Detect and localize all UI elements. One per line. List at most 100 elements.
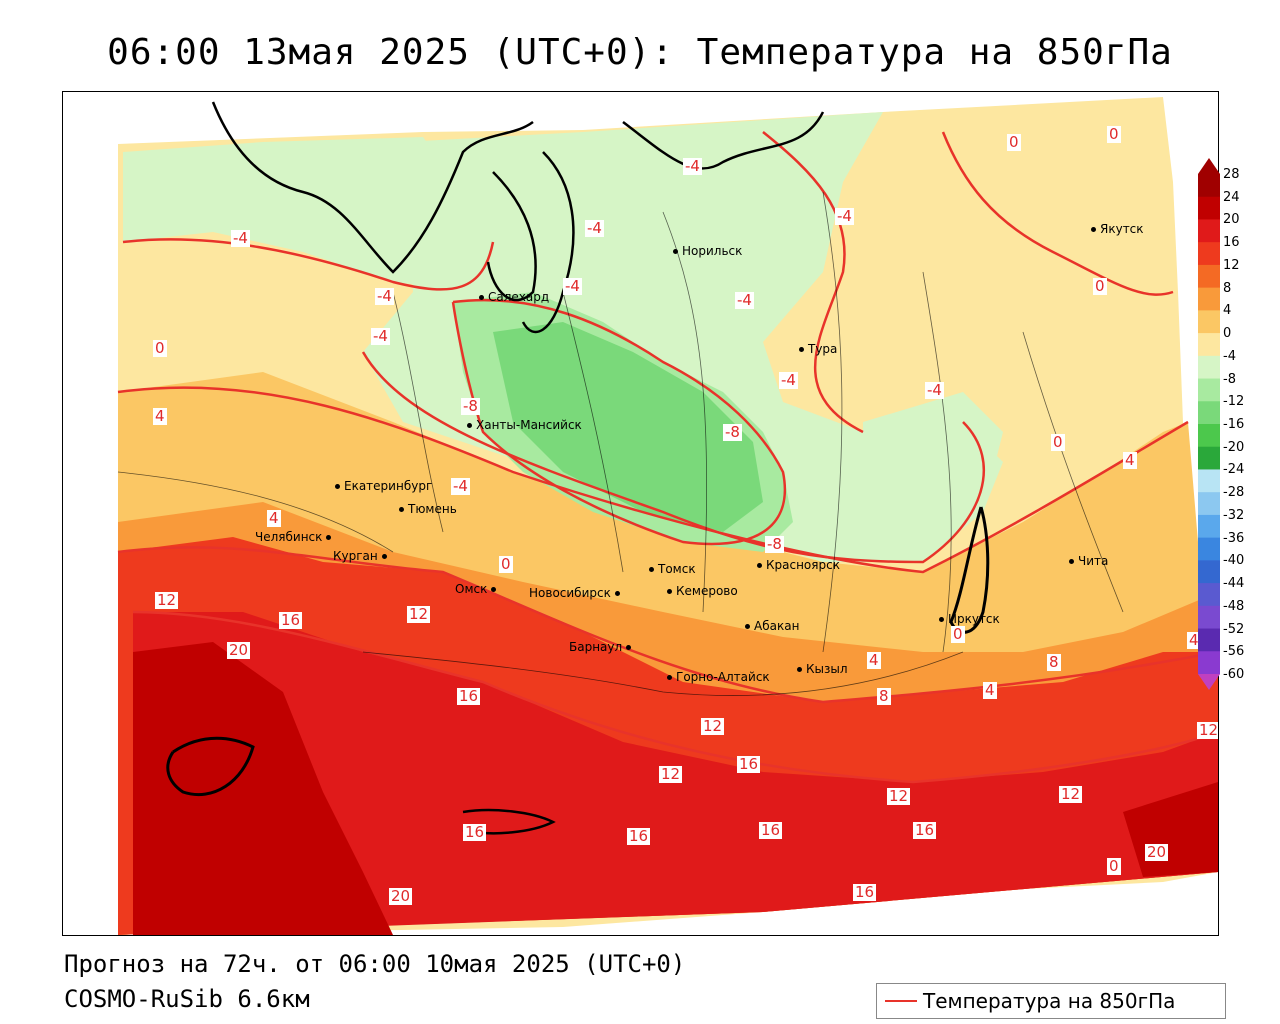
contour-label: 0 — [499, 555, 513, 573]
city-khanty-mansiysk: Ханты-Мансийск — [467, 418, 582, 432]
colorbar-tick-label: -16 — [1223, 417, 1245, 432]
contour-label: 0 — [1107, 125, 1121, 143]
lake-baikal — [949, 506, 990, 634]
colorbar-tick-label: -24 — [1223, 462, 1245, 478]
colorbar-segment — [1198, 219, 1220, 243]
colorbar-tick-label: -40 — [1223, 553, 1245, 569]
contour-label: 0 — [951, 625, 965, 643]
city-dot — [626, 645, 632, 650]
colorbar-segment — [1198, 378, 1220, 402]
city-dot — [745, 624, 750, 629]
colorbar-tick-label: -60 — [1223, 667, 1245, 682]
contour-label: 16 — [457, 687, 481, 705]
colorbar-tick-label: 8 — [1223, 280, 1232, 296]
colorbar-tick-label: -4 — [1223, 348, 1236, 364]
colorbar-segment — [1198, 401, 1220, 425]
contour-label: -4 — [683, 157, 702, 175]
contour-label: 16 — [913, 821, 937, 839]
legend-label: Температура на 850гПа — [923, 989, 1176, 1013]
contour-label: -4 — [375, 287, 394, 305]
contour-label: 16 — [627, 827, 651, 845]
colorbar-segment — [1198, 651, 1220, 675]
colorbar-segment — [1198, 424, 1220, 448]
contour-label: -4 — [563, 277, 582, 295]
contour-label: 12 — [659, 765, 683, 783]
colorbar-segment — [1198, 355, 1220, 380]
contour-label: 4 — [983, 681, 997, 699]
city-tyumen: Тюмень — [399, 502, 457, 516]
colorbar-segment — [1198, 174, 1220, 198]
map-area[interactable]: Норильск Салехард Якутск Тура Ханты-Манс… — [62, 91, 1219, 936]
contour-label: 16 — [737, 755, 761, 773]
colorbar-tick-label: -44 — [1223, 576, 1245, 592]
city-dot — [1069, 559, 1074, 564]
contour-label: 4 — [267, 509, 281, 527]
colorbar-segment — [1198, 310, 1220, 334]
colorbar-tick-label: -56 — [1223, 644, 1245, 660]
contour-label: -8 — [461, 397, 480, 415]
city-chita: Чита — [1069, 554, 1108, 568]
colorbar-tick-label: 12 — [1223, 257, 1240, 273]
city-irkutsk: Иркутск — [939, 612, 1000, 626]
colorbar-tick-label: -52 — [1223, 621, 1245, 637]
contour-label: 0 — [1051, 433, 1065, 451]
city-norilsk: Норильск — [673, 244, 742, 258]
colorbar-tick-label: -48 — [1223, 598, 1245, 614]
colorbar-segment — [1198, 196, 1220, 220]
city-dot — [797, 667, 802, 672]
contour-label: 4 — [1123, 451, 1137, 469]
city-dot — [326, 535, 332, 540]
city-novosibirsk: Новосибирск — [529, 586, 624, 600]
contour-label: 12 — [1059, 785, 1083, 803]
contour-label: 20 — [1145, 843, 1169, 861]
colorbar-segment — [1198, 492, 1220, 516]
city-dot — [479, 295, 484, 300]
contour-label: 12 — [887, 787, 911, 805]
isotherms — [117, 131, 1218, 784]
colorbar-segment — [1198, 628, 1220, 652]
city-dot — [673, 249, 678, 254]
contour-label: 8 — [877, 687, 891, 705]
colorbar-segment — [1198, 514, 1220, 539]
city-krasnoyarsk: Красноярск — [757, 558, 840, 572]
city-abakan: Абакан — [745, 619, 799, 633]
colorbar-tick-label: 16 — [1223, 235, 1240, 251]
colorbar-segment — [1198, 583, 1220, 607]
model-text: COSMO-RuSib 6.6км — [64, 985, 310, 1013]
contour-label: 20 — [227, 641, 251, 659]
legend-line-swatch — [885, 1000, 917, 1002]
contour-label: 12 — [155, 591, 179, 609]
colorbar-tick-label: -8 — [1223, 371, 1236, 387]
zone-warm-20 — [133, 642, 393, 935]
contour-label: 16 — [853, 883, 877, 901]
colorbar-segment — [1198, 287, 1220, 311]
temperature-field — [117, 97, 1218, 935]
colorbar-tick-label: -32 — [1223, 507, 1245, 523]
contour-label: 16 — [759, 821, 783, 839]
city-tomsk: Томск — [649, 562, 696, 576]
legend: Температура на 850гПа — [876, 983, 1226, 1019]
colorbar-top-arrow — [1198, 158, 1220, 174]
forecast-text: Прогноз на 72ч. от 06:00 10мая 2025 (UTC… — [64, 950, 686, 978]
contour-label: -4 — [925, 381, 944, 399]
colorbar-tick-label: 4 — [1223, 303, 1232, 319]
city-dot — [649, 567, 654, 572]
city-dot — [667, 589, 672, 594]
colorbar-tick-label: -28 — [1223, 485, 1245, 501]
city-dot — [1091, 227, 1096, 232]
city-dot — [614, 591, 620, 596]
city-barnaul: Барнаул — [569, 640, 635, 654]
city-dot — [939, 617, 944, 622]
city-dot — [757, 563, 762, 568]
colorbar-segment — [1198, 242, 1220, 266]
city-ekaterinburg: Екатеринбург — [335, 479, 432, 493]
contour-label: 4 — [153, 407, 167, 425]
contour-label: 16 — [279, 611, 303, 629]
contour-label: -4 — [585, 219, 604, 237]
colorbar-tick-label: 24 — [1223, 189, 1240, 205]
contour-label: 12 — [407, 605, 431, 623]
city-dot — [491, 587, 497, 592]
contour-label: -4 — [835, 207, 854, 225]
city-dot — [667, 675, 672, 680]
contour-label: 20 — [389, 887, 413, 905]
